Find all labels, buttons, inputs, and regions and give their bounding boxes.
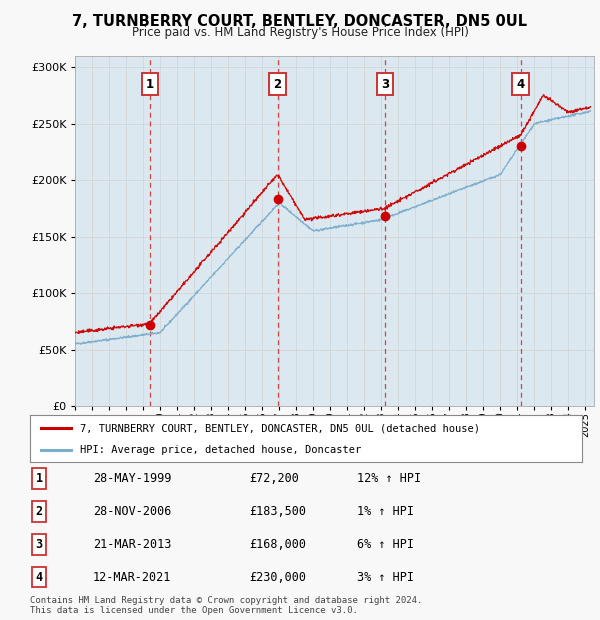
Text: 3% ↑ HPI: 3% ↑ HPI <box>357 571 414 583</box>
Text: 21-MAR-2013: 21-MAR-2013 <box>93 538 172 551</box>
Text: 7, TURNBERRY COURT, BENTLEY, DONCASTER, DN5 0UL: 7, TURNBERRY COURT, BENTLEY, DONCASTER, … <box>73 14 527 29</box>
Text: 3: 3 <box>381 78 389 91</box>
Text: 3: 3 <box>35 538 43 551</box>
Text: 2: 2 <box>35 505 43 518</box>
Text: 1% ↑ HPI: 1% ↑ HPI <box>357 505 414 518</box>
Text: 4: 4 <box>517 78 525 91</box>
Text: 1: 1 <box>146 78 154 91</box>
Text: 7, TURNBERRY COURT, BENTLEY, DONCASTER, DN5 0UL (detached house): 7, TURNBERRY COURT, BENTLEY, DONCASTER, … <box>80 423 479 433</box>
Text: HPI: Average price, detached house, Doncaster: HPI: Average price, detached house, Donc… <box>80 445 361 455</box>
Text: 4: 4 <box>35 571 43 583</box>
Text: £183,500: £183,500 <box>249 505 306 518</box>
Text: 6% ↑ HPI: 6% ↑ HPI <box>357 538 414 551</box>
Text: £168,000: £168,000 <box>249 538 306 551</box>
Text: 28-NOV-2006: 28-NOV-2006 <box>93 505 172 518</box>
Text: 2: 2 <box>274 78 282 91</box>
Text: Contains HM Land Registry data © Crown copyright and database right 2024.
This d: Contains HM Land Registry data © Crown c… <box>30 596 422 615</box>
Text: 1: 1 <box>35 472 43 485</box>
Text: £72,200: £72,200 <box>249 472 299 485</box>
Text: 12-MAR-2021: 12-MAR-2021 <box>93 571 172 583</box>
Text: 28-MAY-1999: 28-MAY-1999 <box>93 472 172 485</box>
Text: 12% ↑ HPI: 12% ↑ HPI <box>357 472 421 485</box>
Text: £230,000: £230,000 <box>249 571 306 583</box>
Text: Price paid vs. HM Land Registry's House Price Index (HPI): Price paid vs. HM Land Registry's House … <box>131 26 469 39</box>
